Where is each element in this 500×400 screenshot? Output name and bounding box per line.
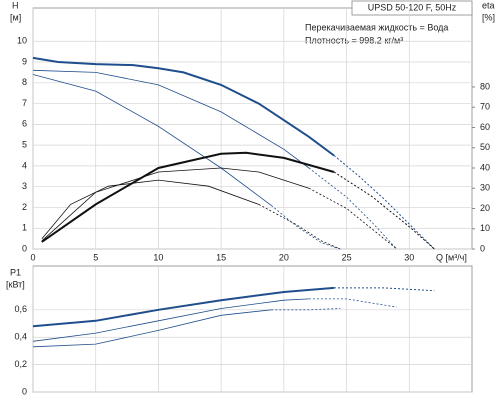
- y-tick-label: 7: [22, 98, 27, 108]
- plot-frame: [32, 265, 473, 393]
- y-tick-label: 0,4: [14, 332, 27, 342]
- y2-axis-unit: [%]: [482, 12, 495, 22]
- x-tick-label: 0: [30, 252, 35, 262]
- y2-tick-label: 30: [480, 183, 490, 193]
- y2-tick-label: 50: [480, 142, 490, 152]
- y-tick-label: 9: [22, 56, 27, 66]
- curve: [333, 171, 435, 250]
- curve: [308, 187, 397, 250]
- y-tick-label: 6: [22, 119, 27, 129]
- title-box: [351, 0, 473, 16]
- y2-tick-label: 70: [480, 102, 490, 112]
- y2-tick-label: 10: [480, 223, 490, 233]
- curve: [271, 308, 341, 311]
- curve: [333, 155, 435, 250]
- curve: [32, 298, 309, 342]
- x-tick-label: 5: [93, 252, 98, 262]
- y-axis-unit: [кВт]: [6, 279, 25, 289]
- curve: [41, 167, 310, 242]
- x-tick-label: 20: [279, 252, 289, 262]
- curve: [308, 167, 397, 250]
- x-tick-label: 15: [216, 252, 226, 262]
- x-axis-label: Q [м³/ч]: [436, 252, 467, 262]
- x-tick-label: 10: [153, 252, 163, 262]
- y-tick-label: 0: [22, 386, 27, 396]
- y-tick-label: 5: [22, 139, 27, 149]
- y2-tick-label: 60: [480, 122, 490, 132]
- y-tick-label: 8: [22, 77, 27, 87]
- curve: [258, 204, 341, 250]
- chart-title: UPSD 50-120 F, 50Hz: [368, 2, 457, 12]
- curve: [41, 179, 259, 240]
- y-axis-unit: [м]: [10, 12, 21, 22]
- x-tick-label: 25: [342, 252, 352, 262]
- y2-tick-label: 20: [480, 203, 490, 213]
- y-tick-label: 3: [22, 181, 27, 191]
- plot-frame: [32, 7, 473, 250]
- curve: [334, 287, 435, 292]
- y-axis-label: H: [12, 0, 19, 10]
- y2-tick-label: 40: [480, 162, 490, 172]
- curve: [32, 56, 335, 157]
- curve: [308, 298, 397, 308]
- x-tick-label: 30: [404, 252, 414, 262]
- y2-axis-label: eta: [482, 0, 495, 10]
- y-tick-label: 0,2: [14, 359, 27, 369]
- curve: [32, 309, 272, 348]
- annotation: Плотность = 998.2 кг/м³: [305, 35, 403, 45]
- y-axis-label: P1: [10, 267, 21, 277]
- y-tick-label: 4: [22, 160, 27, 170]
- curve: [32, 74, 272, 206]
- y-tick-label: 2: [22, 202, 27, 212]
- y-tick-label: 1: [22, 223, 27, 233]
- curve: [32, 286, 335, 328]
- annotation: Перекачиваемая жидкость = Вода: [305, 22, 448, 32]
- y2-tick-label: 80: [480, 81, 490, 91]
- curve: [32, 69, 310, 169]
- curve: [41, 151, 335, 243]
- y2-tick-label: 0: [480, 243, 485, 253]
- curve: [271, 205, 341, 250]
- y-tick-label: 0: [22, 243, 27, 253]
- y-tick-label: 10: [17, 36, 27, 46]
- y-tick-label: 0,6: [14, 304, 27, 314]
